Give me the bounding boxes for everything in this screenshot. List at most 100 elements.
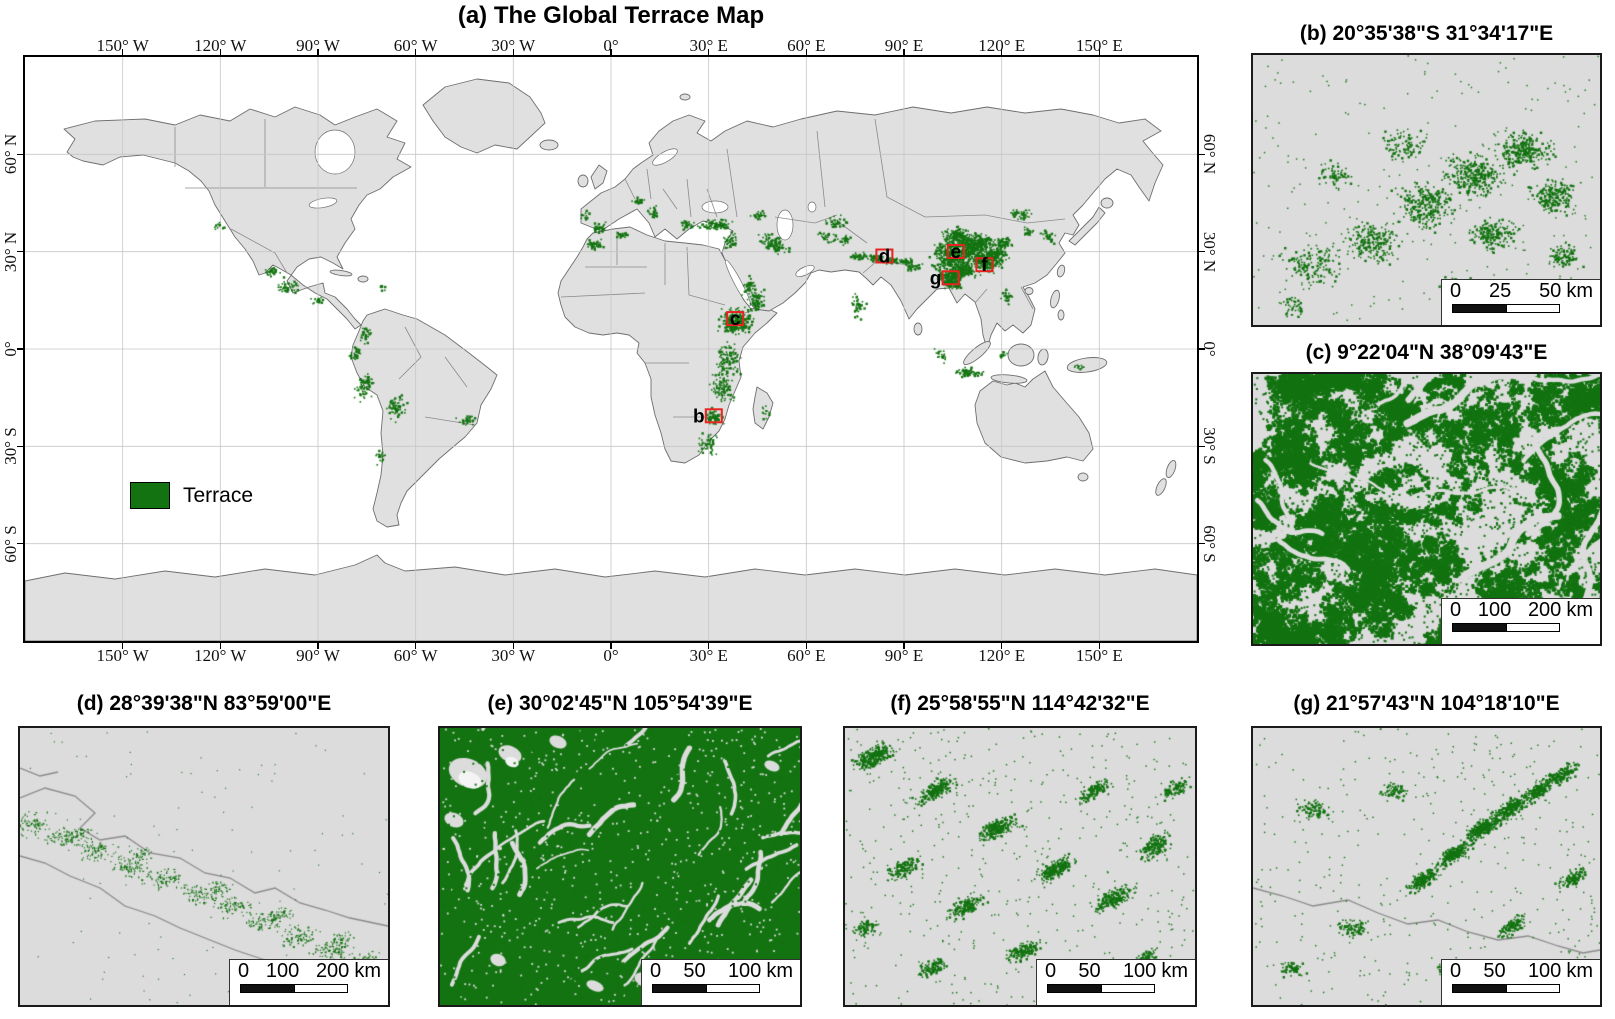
axis-tick bbox=[17, 250, 23, 253]
axis-tick bbox=[512, 49, 515, 55]
panel-e-title: (e) 30°02'45"N 105°54'39"E bbox=[487, 692, 753, 715]
scalebar-zero: 0 bbox=[1450, 599, 1462, 621]
scalebar-unit: km bbox=[1566, 280, 1593, 302]
lon-label-top: 60° E bbox=[787, 36, 826, 55]
axis-tick bbox=[707, 643, 710, 649]
axis-tick bbox=[512, 643, 515, 649]
panel-f-canvas bbox=[845, 728, 1195, 1005]
axis-tick bbox=[1098, 49, 1101, 55]
scalebar-unit: km bbox=[1161, 960, 1188, 982]
lon-label-bottom: 120° E bbox=[978, 646, 1026, 665]
scalebar-unit: km bbox=[1566, 960, 1593, 982]
axis-tick bbox=[121, 643, 124, 649]
marker-box-g bbox=[941, 270, 960, 286]
lon-label-bottom: 150° W bbox=[96, 646, 149, 665]
scalebar-white-segment bbox=[1505, 305, 1559, 312]
panel-c-title: (c) 9°22'04"N 38°09'43"E bbox=[1305, 341, 1548, 364]
panel-e-map: 0 50 100 km bbox=[438, 726, 802, 1007]
scalebar-zero: 0 bbox=[1450, 960, 1462, 982]
panel-g-map: 0 50 100 km bbox=[1251, 726, 1602, 1007]
lon-label-top: 150° E bbox=[1075, 36, 1123, 55]
lon-label-top: 120° W bbox=[194, 36, 247, 55]
axis-tick bbox=[17, 153, 23, 156]
panel-e-scalebar: 0 50 100 km bbox=[641, 959, 800, 1005]
marker-label-c: c bbox=[730, 309, 741, 330]
scalebar-white-segment bbox=[293, 985, 347, 992]
lon-label-top: 30° W bbox=[491, 36, 536, 55]
scalebar-unit: km bbox=[766, 960, 793, 982]
lon-label-bottom: 90° E bbox=[884, 646, 924, 665]
lon-label-top: 150° W bbox=[96, 36, 149, 55]
lon-label-bottom: 150° E bbox=[1075, 646, 1123, 665]
scalebar-white-segment bbox=[1100, 985, 1154, 992]
axis-tick bbox=[610, 49, 612, 55]
scalebar-white-segment bbox=[705, 985, 759, 992]
scalebar-labels: 0 100 200 km bbox=[1442, 599, 1600, 621]
scalebar-labels: 0 100 200 km bbox=[230, 960, 388, 982]
scalebar-mid: 100 bbox=[1477, 599, 1512, 621]
lon-label-top: 90° E bbox=[884, 36, 924, 55]
lon-label-top: 0° bbox=[603, 36, 619, 55]
axis-tick bbox=[1199, 348, 1205, 350]
scalebar-white-segment bbox=[1505, 624, 1559, 631]
map-legend: Terrace bbox=[130, 482, 253, 509]
axis-tick bbox=[317, 49, 319, 55]
marker-box-f bbox=[975, 257, 994, 273]
lon-label-bottom: 60° W bbox=[393, 646, 438, 665]
scalebar-zero: 0 bbox=[1045, 960, 1057, 982]
scalebar-bar bbox=[1452, 304, 1560, 313]
axis-tick bbox=[219, 49, 222, 55]
scalebar-bar bbox=[1047, 984, 1155, 993]
panel-c-map: 0 100 200 km bbox=[1251, 372, 1602, 646]
terrace-dots-canvas bbox=[25, 57, 1197, 641]
lon-label-bottom: 60° E bbox=[787, 646, 826, 665]
lon-label-top: 120° E bbox=[978, 36, 1026, 55]
marker-label-d: d bbox=[879, 247, 891, 268]
marker-label-e: e bbox=[951, 242, 962, 263]
scalebar-end: 100 bbox=[1122, 960, 1157, 982]
axis-tick bbox=[1199, 250, 1205, 253]
panel-d-map: 0 100 200 km bbox=[18, 726, 390, 1007]
scalebar-zero: 0 bbox=[238, 960, 250, 982]
axis-tick bbox=[805, 49, 808, 55]
axis-tick bbox=[17, 542, 23, 545]
scalebar-zero: 0 bbox=[1450, 280, 1462, 302]
axis-tick bbox=[903, 643, 905, 649]
scalebar-black-segment bbox=[1453, 305, 1506, 312]
scalebar-end: 100 bbox=[1527, 960, 1562, 982]
panel-d-scalebar: 0 100 200 km bbox=[229, 959, 388, 1005]
scalebar-unit: km bbox=[354, 960, 381, 982]
scalebar-black-segment bbox=[241, 985, 294, 992]
panel-g-title: (g) 21°57'43"N 104°18'10"E bbox=[1293, 692, 1560, 715]
lon-label-bottom: 120° W bbox=[194, 646, 247, 665]
axis-tick bbox=[1000, 49, 1003, 55]
scalebar-end: 200 bbox=[315, 960, 350, 982]
scalebar-end: 50 bbox=[1539, 280, 1562, 302]
marker-box-d bbox=[875, 248, 894, 264]
scalebar-black-segment bbox=[1453, 985, 1506, 992]
lon-label-bottom: 0° bbox=[603, 646, 619, 665]
marker-label-f: f bbox=[981, 255, 988, 276]
lon-label-top: 30° E bbox=[689, 36, 728, 55]
scalebar-unit: km bbox=[1566, 599, 1593, 621]
scalebar-white-segment bbox=[1505, 985, 1559, 992]
scalebar-labels: 0 50 100 km bbox=[1037, 960, 1195, 982]
lon-label-bottom: 30° W bbox=[491, 646, 536, 665]
axis-tick bbox=[805, 643, 808, 649]
panel-g-scalebar: 0 50 100 km bbox=[1441, 959, 1600, 1005]
scalebar-bar bbox=[1452, 623, 1560, 632]
panel-a-title: (a) The Global Terrace Map bbox=[457, 2, 765, 29]
panel-d-canvas bbox=[20, 728, 388, 1005]
scalebar-zero: 0 bbox=[650, 960, 662, 982]
panel-f-map: 0 50 100 km bbox=[843, 726, 1197, 1007]
panel-b-title: (b) 20°35'38"S 31°34'17"E bbox=[1299, 22, 1554, 45]
legend-label: Terrace bbox=[183, 483, 254, 507]
scalebar-bar bbox=[240, 984, 348, 993]
axis-tick bbox=[219, 643, 222, 649]
panel-b-map: 0 25 50 km bbox=[1251, 53, 1602, 327]
map-markers-svg: b c d ef g bbox=[693, 242, 994, 427]
panel-d-title: (d) 28°39'38"N 83°59'00"E bbox=[76, 692, 332, 715]
scalebar-labels: 0 25 50 km bbox=[1442, 280, 1600, 302]
